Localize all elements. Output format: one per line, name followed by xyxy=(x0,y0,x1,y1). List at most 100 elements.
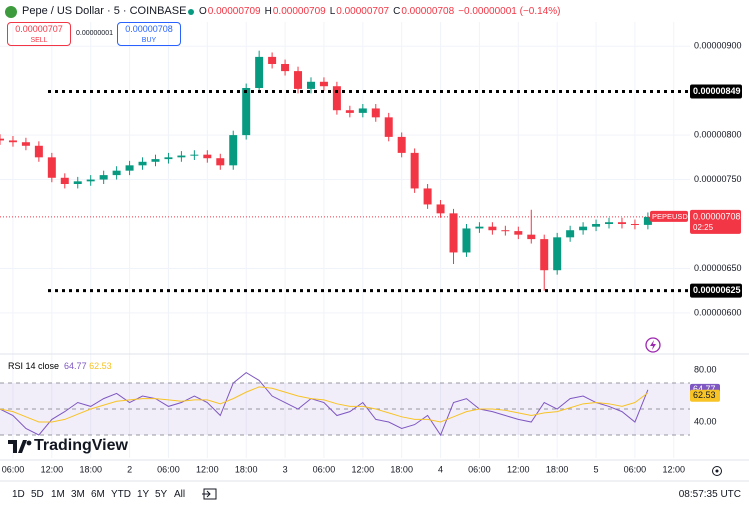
y-tick-label: 40.00 xyxy=(694,416,717,426)
candle-body xyxy=(21,142,30,146)
ohlc-key: L xyxy=(329,6,336,17)
y-tick-label: 0.00000650 xyxy=(694,263,742,273)
candle-body xyxy=(397,136,406,153)
candle-body xyxy=(643,216,652,225)
candle-body xyxy=(319,81,328,87)
buy-label: BUY xyxy=(141,37,157,44)
candle-body xyxy=(566,230,575,238)
candle-body xyxy=(436,204,445,214)
buy-price: 0.00000708 xyxy=(125,24,173,34)
current-price-box xyxy=(690,209,741,234)
x-tick-label: 12:00 xyxy=(507,464,530,474)
rsi-value: 64.77 xyxy=(64,361,87,371)
x-tick-label: 4 xyxy=(438,464,443,474)
candle-body xyxy=(216,158,225,166)
candle-body xyxy=(47,157,56,178)
x-tick-label: 12:00 xyxy=(663,464,686,474)
candle-body xyxy=(501,230,510,232)
ohlc-value: 0.00000709 xyxy=(272,6,326,17)
rsi-line xyxy=(0,386,649,423)
y-tick-label: 0.00000800 xyxy=(694,129,742,139)
candle-body xyxy=(423,188,432,205)
range-button[interactable]: 1D xyxy=(12,489,25,500)
settings-icon[interactable] xyxy=(711,465,723,477)
range-button[interactable]: All xyxy=(174,489,186,500)
level-label-box xyxy=(690,84,742,99)
candle-body xyxy=(605,222,614,224)
candle-body xyxy=(617,222,626,224)
sell-price: 0.00000707 xyxy=(15,24,63,34)
range-button[interactable]: 1Y xyxy=(137,489,150,500)
rsi-value-label: 64.77 xyxy=(693,384,716,394)
symbol-title: Pepe / US Dollar · 5 · COINBASE xyxy=(22,5,187,17)
candle-body xyxy=(345,110,354,113)
range-button[interactable]: 6M xyxy=(91,489,105,500)
candle-body xyxy=(112,170,121,176)
candle-body xyxy=(553,237,562,271)
symbol-label: PEPEUSD xyxy=(652,212,688,221)
candle-body xyxy=(306,81,315,89)
spread: 0.00000001 xyxy=(76,30,113,37)
rsi-legend: RSI 14 close 64.77 62.53 xyxy=(8,361,112,371)
candle-body xyxy=(592,224,601,227)
x-tick-label: 18:00 xyxy=(235,464,258,474)
candle-body xyxy=(86,179,95,182)
rsi-ma-value: 62.53 xyxy=(89,361,112,371)
range-button[interactable]: 1M xyxy=(51,489,65,500)
ohlc-value: 0.00000707 xyxy=(336,6,390,17)
brand-logo xyxy=(8,440,32,453)
candle-body xyxy=(488,226,497,231)
x-tick-label: 12:00 xyxy=(41,464,64,474)
x-tick-label: 06:00 xyxy=(624,464,647,474)
candle-body xyxy=(190,154,199,156)
level-label: 0.00000849 xyxy=(693,86,741,96)
candle-body xyxy=(410,152,419,189)
candle-body xyxy=(8,140,17,143)
candle-body xyxy=(268,56,277,64)
x-tick-label: 2 xyxy=(127,464,132,474)
symbol-icon xyxy=(5,6,17,18)
candle-body xyxy=(242,88,251,136)
candle-body xyxy=(514,231,523,235)
candle-body xyxy=(332,86,341,111)
sell-button[interactable]: 0.00000707 SELL xyxy=(7,22,71,46)
ohlc-value: 0.00000709 xyxy=(207,6,261,17)
candle-body xyxy=(99,175,108,180)
candle-body xyxy=(229,135,238,166)
range-button[interactable]: 3M xyxy=(71,489,85,500)
buy-button[interactable]: 0.00000708 BUY xyxy=(117,22,181,46)
candle-body xyxy=(358,108,367,113)
x-tick-label: 3 xyxy=(283,464,288,474)
symbol-box xyxy=(650,210,688,222)
clock: 08:57:35 UTC xyxy=(678,489,741,500)
x-tick-label: 06:00 xyxy=(2,464,25,474)
candle-body xyxy=(73,181,82,184)
candle-body xyxy=(630,224,639,225)
ohlc-value: 0.00000708 xyxy=(401,6,455,17)
range-button[interactable]: YTD xyxy=(111,489,131,500)
change: −0.00000001 (−0.14%) xyxy=(458,6,561,17)
x-tick-label: 06:00 xyxy=(157,464,180,474)
candle-body xyxy=(384,117,393,137)
y-tick-label: 0.00000750 xyxy=(694,174,742,184)
candle-body xyxy=(371,108,380,118)
alert-icon[interactable] xyxy=(645,337,661,353)
ohlc-key: H xyxy=(264,6,272,17)
date-range-icon[interactable] xyxy=(202,487,218,501)
ohlc-key: C xyxy=(393,6,401,17)
current-price-label: 0.00000708 xyxy=(693,211,741,221)
range-button[interactable]: 5D xyxy=(31,489,44,500)
y-tick-label: 80.00 xyxy=(694,364,717,374)
candle-body xyxy=(138,161,147,166)
candle-body xyxy=(475,226,484,229)
candle-body xyxy=(449,213,458,253)
sell-label: SELL xyxy=(30,37,48,44)
y-tick-label: 0.00000600 xyxy=(694,307,742,317)
rsi-title: RSI 14 close xyxy=(8,361,60,371)
status-dot xyxy=(188,9,194,15)
candle-body xyxy=(125,165,134,171)
x-tick-label: 18:00 xyxy=(390,464,413,474)
range-button[interactable]: 5Y xyxy=(155,489,168,500)
